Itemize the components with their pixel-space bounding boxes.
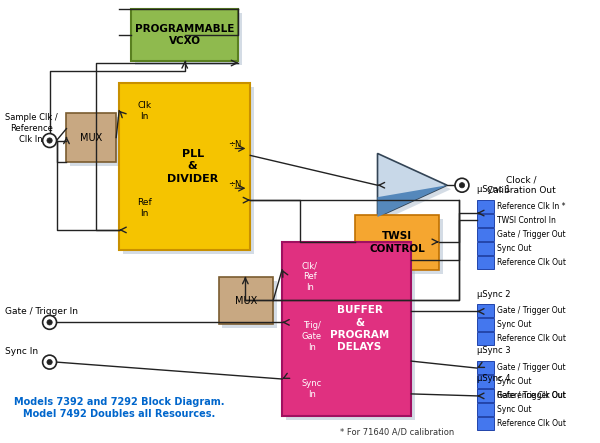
FancyBboxPatch shape — [282, 242, 411, 416]
Circle shape — [43, 133, 56, 148]
Circle shape — [43, 315, 56, 329]
FancyBboxPatch shape — [286, 246, 415, 420]
FancyBboxPatch shape — [70, 117, 120, 167]
Polygon shape — [377, 153, 447, 217]
Text: Gate / Trigger In: Gate / Trigger In — [5, 307, 78, 316]
Text: TWSI Control In: TWSI Control In — [497, 216, 556, 225]
FancyBboxPatch shape — [477, 319, 494, 331]
Text: Sync Out: Sync Out — [497, 405, 531, 414]
Text: Sync Out: Sync Out — [497, 244, 531, 253]
Text: Clock /
Calibration Out: Clock / Calibration Out — [487, 175, 556, 195]
Circle shape — [455, 178, 469, 192]
FancyBboxPatch shape — [131, 9, 238, 61]
FancyBboxPatch shape — [477, 228, 494, 241]
Text: μSync 3: μSync 3 — [477, 346, 511, 355]
Circle shape — [43, 355, 56, 369]
Text: Trig/
Gate
In: Trig/ Gate In — [302, 321, 322, 352]
Text: Reference Clk In *: Reference Clk In * — [497, 202, 565, 211]
FancyBboxPatch shape — [123, 87, 254, 254]
Text: Reference Clk Out: Reference Clk Out — [497, 258, 566, 267]
FancyBboxPatch shape — [477, 332, 494, 345]
Circle shape — [47, 359, 52, 365]
Text: Clk/
Ref
In: Clk/ Ref In — [302, 261, 318, 292]
Text: Reference Clk Out: Reference Clk Out — [497, 391, 566, 400]
Polygon shape — [382, 157, 451, 221]
Text: PLL
&
DIVIDER: PLL & DIVIDER — [167, 149, 218, 184]
Text: μSync 1: μSync 1 — [477, 185, 511, 194]
FancyBboxPatch shape — [477, 389, 494, 402]
Text: Ref
In: Ref In — [137, 198, 152, 218]
FancyBboxPatch shape — [477, 214, 494, 227]
Text: Models 7392 and 7292 Block Diagram.
Model 7492 Doubles all Resources.: Models 7392 and 7292 Block Diagram. Mode… — [14, 397, 224, 419]
Text: μSync 2: μSync 2 — [477, 290, 511, 299]
FancyBboxPatch shape — [477, 304, 494, 317]
FancyBboxPatch shape — [477, 200, 494, 213]
Text: Clk
In: Clk In — [137, 101, 151, 121]
Text: Reference Clk Out: Reference Clk Out — [497, 334, 566, 343]
FancyBboxPatch shape — [477, 403, 494, 416]
Text: Gate / Trigger Out: Gate / Trigger Out — [497, 230, 565, 239]
Text: μSync 4: μSync 4 — [477, 374, 511, 383]
Text: MUX: MUX — [235, 295, 257, 306]
FancyBboxPatch shape — [477, 417, 494, 430]
Circle shape — [47, 320, 52, 325]
Text: Sync Out: Sync Out — [497, 320, 531, 329]
Text: Sync
In: Sync In — [302, 379, 322, 399]
Text: ÷N: ÷N — [229, 140, 242, 149]
FancyBboxPatch shape — [359, 219, 443, 274]
FancyBboxPatch shape — [477, 256, 494, 269]
FancyBboxPatch shape — [477, 375, 494, 388]
Text: PROGRAMMABLE
VCXO: PROGRAMMABLE VCXO — [135, 24, 235, 47]
Text: MUX: MUX — [80, 132, 103, 143]
Circle shape — [47, 138, 52, 143]
Text: TWSI
CONTROL: TWSI CONTROL — [369, 231, 425, 253]
FancyBboxPatch shape — [67, 113, 116, 163]
FancyBboxPatch shape — [477, 242, 494, 255]
Polygon shape — [377, 185, 447, 217]
FancyBboxPatch shape — [477, 361, 494, 374]
Text: BUFFER
&
PROGRAM
DELAYS: BUFFER & PROGRAM DELAYS — [330, 305, 389, 353]
Text: Sample Clk /
Reference
Clk In: Sample Clk / Reference Clk In — [5, 113, 58, 144]
Text: Sync In: Sync In — [5, 347, 38, 356]
Text: Reference Clk Out: Reference Clk Out — [497, 419, 566, 428]
FancyBboxPatch shape — [218, 276, 273, 324]
Text: ÷N: ÷N — [229, 180, 242, 189]
Text: Gate / Trigger Out: Gate / Trigger Out — [497, 391, 565, 400]
Circle shape — [460, 183, 464, 188]
Text: * For 71640 A/D calibration: * For 71640 A/D calibration — [340, 427, 454, 437]
Text: Gate / Trigger Out: Gate / Trigger Out — [497, 363, 565, 372]
Text: Gate / Trigger Out: Gate / Trigger Out — [497, 307, 565, 315]
Text: Sync Out: Sync Out — [497, 377, 531, 386]
FancyBboxPatch shape — [119, 83, 250, 250]
FancyBboxPatch shape — [355, 215, 439, 270]
FancyBboxPatch shape — [223, 280, 277, 328]
FancyBboxPatch shape — [135, 13, 242, 65]
FancyBboxPatch shape — [477, 389, 494, 402]
